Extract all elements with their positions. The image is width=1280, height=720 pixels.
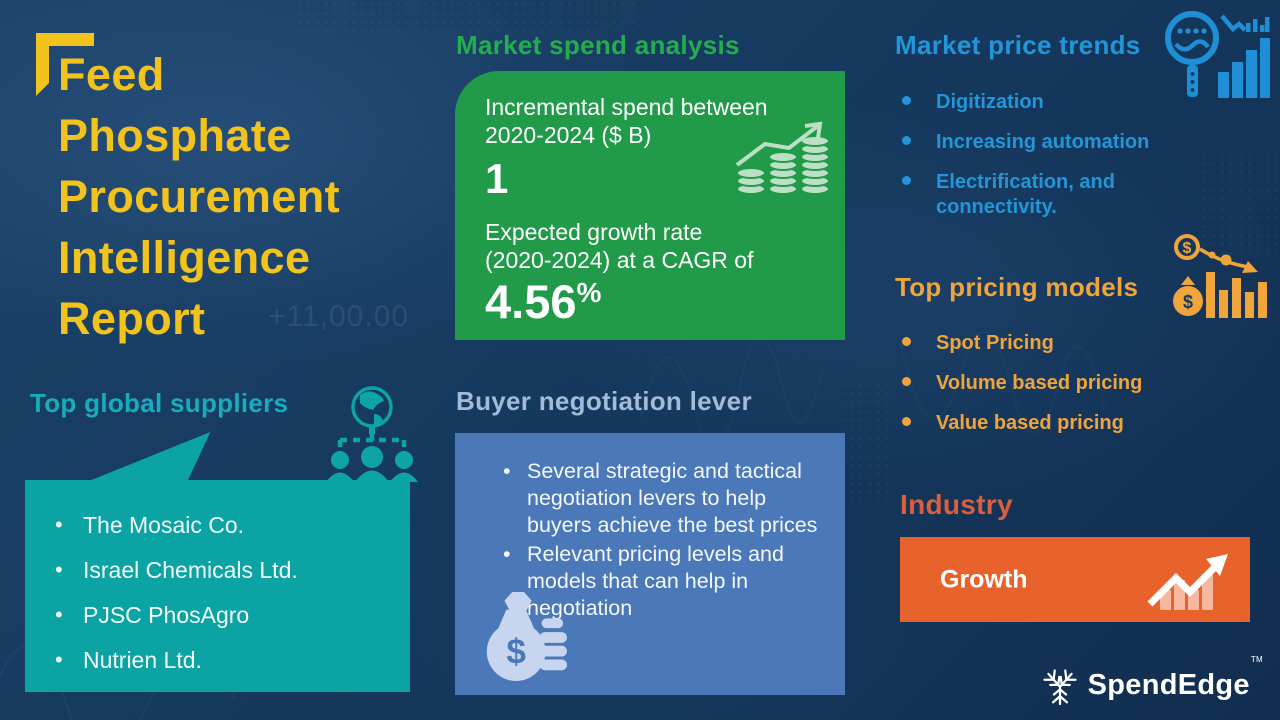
suppliers-list: The Mosaic Co. Israel Chemicals Ltd. PJS… — [25, 480, 410, 674]
title-line: Phosphate — [58, 110, 292, 161]
background-dot-pattern-right — [838, 380, 888, 510]
page-title: Feed Phosphate Procurement Intelligence … — [58, 44, 458, 349]
svg-text:$: $ — [1183, 240, 1192, 257]
percent-sign: % — [576, 277, 602, 308]
incremental-spend-value: 1 — [485, 155, 509, 202]
corner-bracket-icon — [36, 33, 94, 96]
buyer-negotiation-card: Several strategic and tactical negotiati… — [455, 433, 845, 695]
suppliers-callout-box: The Mosaic Co. Israel Chemicals Ltd. PJS… — [25, 480, 410, 692]
svg-text:$: $ — [506, 632, 526, 671]
pricing-models-heading: Top pricing models — [895, 272, 1139, 302]
market-spend-card: Incremental spend between 2020-2024 ($ B… — [455, 71, 845, 340]
growth-arrow-icon — [1147, 554, 1228, 610]
price-trends-heading: Market price trends — [895, 30, 1141, 60]
negotiation-item: Several strategic and tactical negotiati… — [501, 458, 829, 539]
supplier-item: The Mosaic Co. — [39, 512, 400, 539]
pricing-decline-icon: $ $ — [1173, 234, 1267, 318]
price-trend-item: Digitization — [900, 90, 1165, 115]
cagr-value: 4.56% — [485, 275, 602, 328]
spendedge-logo: SpendEdgeTM — [1041, 654, 1263, 707]
pricing-model-item: Spot Pricing — [900, 331, 1200, 356]
market-spend-heading: Market spend analysis — [456, 30, 740, 60]
industry-heading: Industry — [900, 489, 1013, 520]
industry-value: Growth — [940, 565, 1028, 593]
money-bag-icon: $ — [486, 591, 567, 681]
title-line: Report — [58, 293, 206, 344]
pricing-model-item: Value based pricing — [900, 411, 1200, 436]
supplier-item: Israel Chemicals Ltd. — [39, 557, 400, 584]
pricing-model-item: Volume based pricing — [900, 371, 1200, 396]
spendedge-logo-icon — [1042, 669, 1077, 706]
title-line: Procurement — [58, 171, 340, 222]
price-trends-list: Digitization Increasing automation Elect… — [900, 90, 1165, 235]
suppliers-heading: Top global suppliers — [30, 388, 289, 418]
buyer-negotiation-heading: Buyer negotiation lever — [456, 386, 752, 416]
pricing-models-list: Spot Pricing Volume based pricing Value … — [900, 331, 1200, 451]
market-analysis-icon — [1165, 11, 1270, 98]
svg-text:$: $ — [1183, 292, 1193, 312]
background-dot-pattern-far-right — [1200, 150, 1280, 260]
global-network-icon — [326, 386, 418, 482]
industry-card: Growth — [900, 537, 1250, 622]
logo-text: SpendEdgeTM — [1087, 654, 1263, 701]
buyer-negotiation-list: Several strategic and tactical negotiati… — [455, 433, 845, 622]
background-watermark-number: +11,00.00 — [268, 300, 410, 333]
title-line: Feed — [58, 49, 165, 100]
incremental-spend-label: Incremental spend between 2020-2024 ($ B… — [485, 94, 768, 148]
trademark-symbol: TM — [1250, 654, 1263, 664]
price-trend-item: Electrification, and connectivity. — [900, 170, 1165, 220]
supplier-item: PJSC PhosAgro — [39, 602, 400, 629]
background-dot-pattern-top — [295, 0, 640, 38]
growth-rate-label: Expected growth rate (2020-2024) at a CA… — [485, 219, 754, 273]
price-trend-item: Increasing automation — [900, 130, 1165, 155]
negotiation-item: Relevant pricing levels and models that … — [501, 541, 829, 622]
title-line: Intelligence — [58, 232, 311, 283]
supplier-item: Nutrien Ltd. — [39, 647, 400, 674]
coins-growth-icon — [735, 121, 830, 195]
